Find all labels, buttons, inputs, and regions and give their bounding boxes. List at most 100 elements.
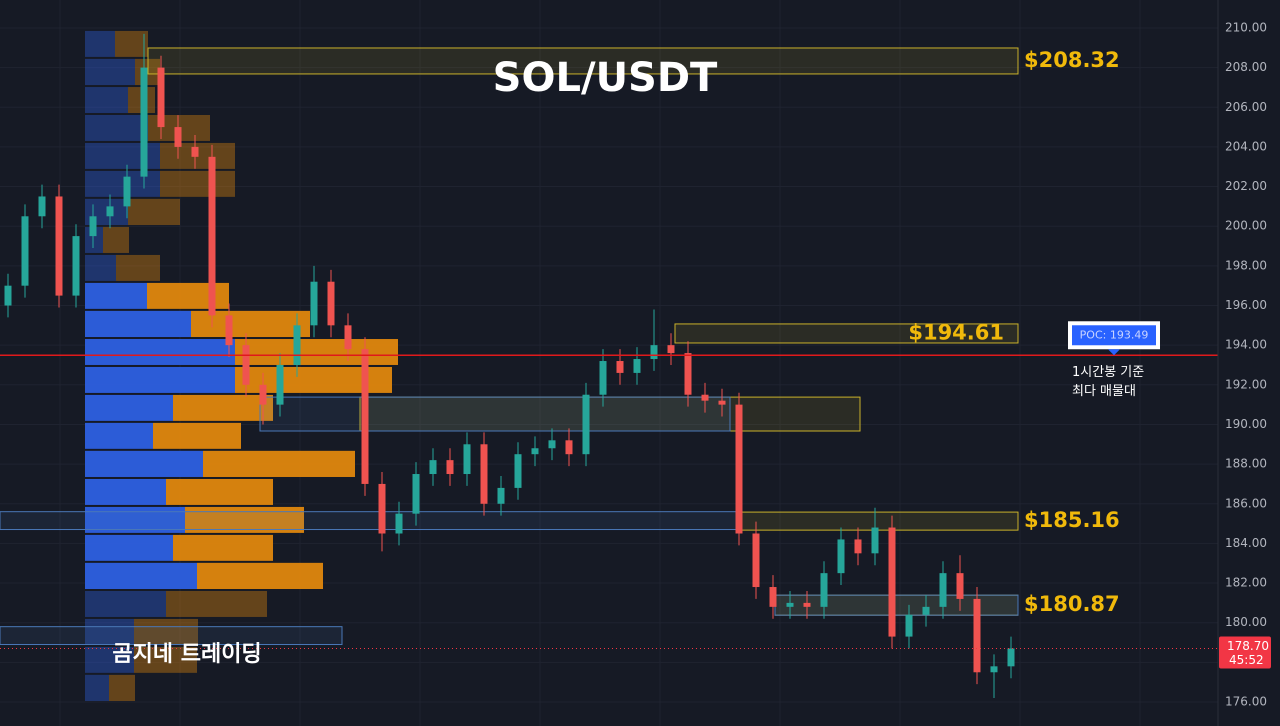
profile-sell <box>109 674 135 702</box>
candle-body <box>990 666 998 673</box>
candle-body <box>939 573 947 607</box>
profile-sell <box>153 422 241 449</box>
profile-buy <box>85 422 153 449</box>
candle-body <box>1007 648 1015 667</box>
last-price-label: 178.70 <box>1227 639 1269 653</box>
profile-sell <box>134 646 197 673</box>
poc-label: POC: 193.49 <box>1080 328 1149 341</box>
candle-body <box>106 206 114 217</box>
candle-body <box>752 533 760 588</box>
profile-buy <box>85 339 235 365</box>
candle-body <box>888 527 896 637</box>
profile-sell <box>147 282 229 309</box>
y-tick-label: 200.00 <box>1225 219 1267 233</box>
profile-sell <box>197 562 323 589</box>
candle-body <box>871 527 879 554</box>
profile-sell <box>166 478 273 505</box>
profile-buy <box>85 282 147 309</box>
candle-body <box>769 587 777 607</box>
candle-body <box>225 315 233 346</box>
candle-body <box>412 474 420 514</box>
poc-label-pointer <box>1108 349 1120 356</box>
profile-buy <box>85 30 115 57</box>
candle-body <box>786 602 794 607</box>
zone-box <box>774 594 1019 616</box>
candle-body <box>480 444 488 504</box>
candle-body <box>140 67 148 177</box>
zones: $208.32 $194.61 $185.16 $180.87 <box>0 47 1120 646</box>
y-tick-label: 180.00 <box>1225 615 1267 629</box>
candle-body <box>157 67 165 128</box>
candle-body <box>616 361 624 373</box>
volume-profile <box>85 30 398 702</box>
candle-body <box>854 539 862 554</box>
candle-body <box>684 353 692 395</box>
y-tick-label: 182.00 <box>1225 576 1267 590</box>
candle-body <box>973 598 981 673</box>
candle-body <box>429 460 437 475</box>
chart-title: SOL/USDT <box>493 55 718 101</box>
profile-sell <box>160 170 235 197</box>
y-tick-label: 198.00 <box>1225 258 1267 272</box>
profile-buy <box>85 618 134 645</box>
candle-body <box>905 614 913 637</box>
countdown: 45:52 <box>1229 653 1264 667</box>
zone-box <box>0 511 741 531</box>
candle-body <box>378 483 386 534</box>
candle-body <box>446 460 454 475</box>
candle-body <box>514 454 522 488</box>
candle-body <box>276 364 284 405</box>
y-tick-label: 196.00 <box>1225 298 1267 312</box>
profile-buy <box>85 254 116 281</box>
poc-label-box <box>1072 325 1156 346</box>
profile-sell <box>116 254 160 281</box>
candle-body <box>497 487 505 504</box>
profile-sell <box>115 30 148 57</box>
candle-body <box>667 345 675 354</box>
candle-body <box>548 440 556 449</box>
y-tick-label: 188.00 <box>1225 457 1267 471</box>
profile-buy <box>85 394 173 421</box>
candle-body <box>21 216 29 286</box>
candle-body <box>55 196 63 296</box>
profile-buy <box>85 170 160 197</box>
zone-label: $185.16 <box>1024 508 1120 532</box>
candle-body <box>803 602 811 607</box>
profile-buy <box>85 646 134 673</box>
candle-body <box>89 216 97 237</box>
candles <box>4 33 1015 699</box>
candle-body <box>599 361 607 395</box>
zone-box <box>674 323 1019 344</box>
y-tick-label: 208.00 <box>1225 60 1267 74</box>
zone-label: $180.87 <box>1024 592 1120 616</box>
profile-sell <box>134 618 198 645</box>
poc-note: 1시간봉 기준 <box>1072 365 1144 380</box>
y-tick-label: 190.00 <box>1225 417 1267 431</box>
candle-body <box>650 345 658 360</box>
candle-body <box>38 196 46 217</box>
y-tick-label: 186.00 <box>1225 496 1267 510</box>
candle-body <box>293 325 301 365</box>
candle-body <box>259 384 267 405</box>
profile-buy <box>85 450 203 477</box>
zone-box <box>739 511 1019 531</box>
zone-box <box>359 396 861 432</box>
y-tick-label: 184.00 <box>1225 536 1267 550</box>
watermark: 곰지네 트레이딩 <box>112 642 261 667</box>
profile-sell <box>103 227 129 253</box>
zone-label: $208.32 <box>1024 48 1120 72</box>
profile-sell <box>166 590 267 617</box>
profile-sell <box>235 339 398 365</box>
y-tick-label: 192.00 <box>1225 377 1267 391</box>
profile-buy <box>85 534 173 561</box>
candle-body <box>718 400 726 405</box>
y-tick-label: 194.00 <box>1225 338 1267 352</box>
candle-body <box>4 285 12 306</box>
candle-body <box>565 440 573 455</box>
last-price-tag <box>1219 636 1271 669</box>
poc-note: 최다 매물대 <box>1072 384 1136 399</box>
profile-buy <box>85 87 128 113</box>
zone-box <box>147 47 1019 75</box>
